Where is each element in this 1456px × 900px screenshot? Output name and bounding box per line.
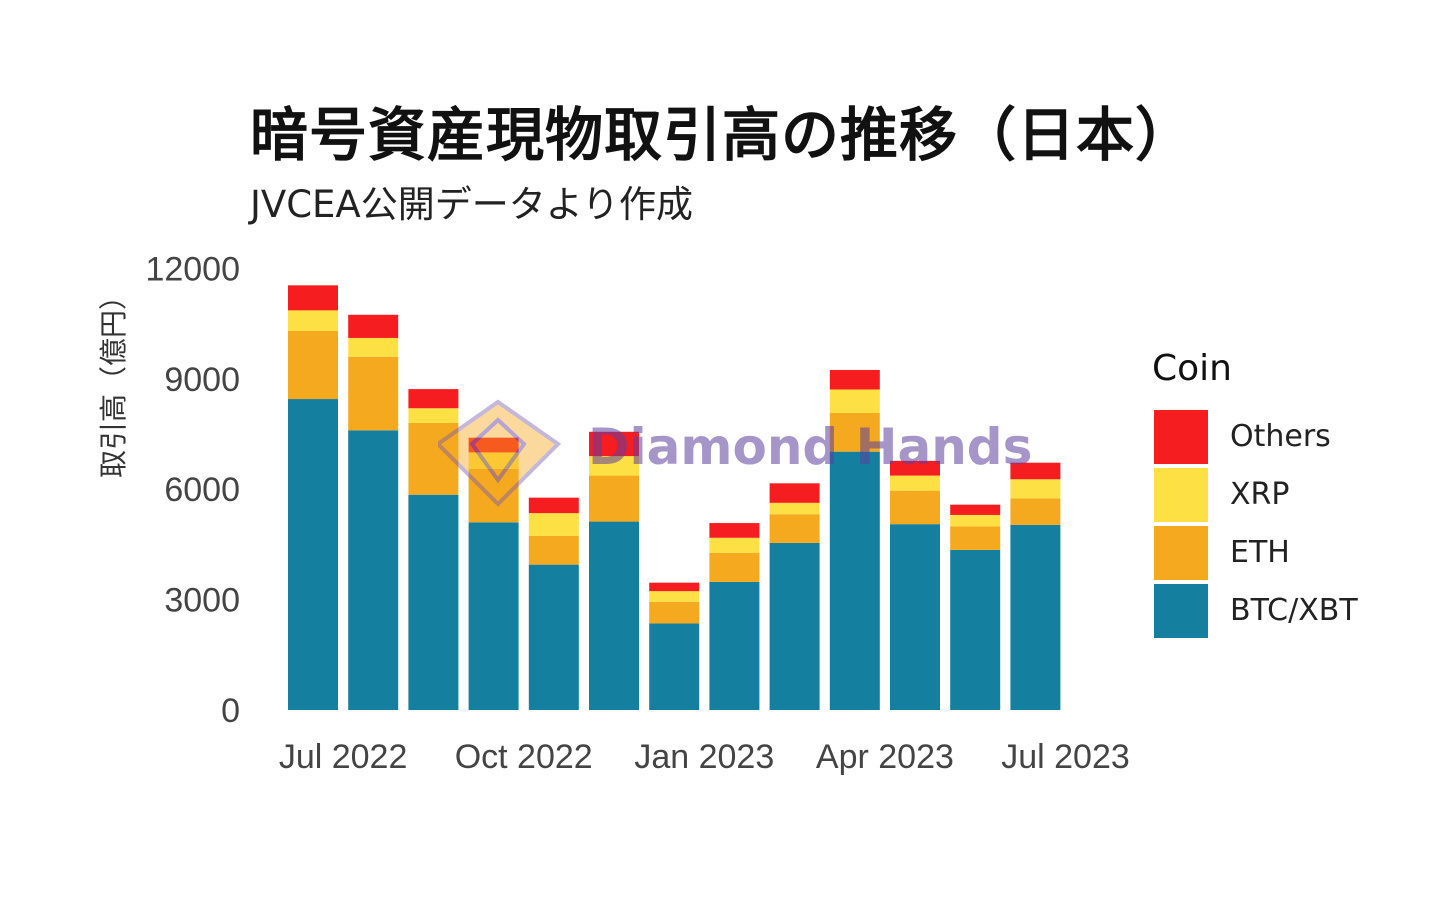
bar-others-2022-06 xyxy=(288,285,338,311)
bar-xrp-2023-06 xyxy=(1010,479,1061,499)
bar-eth-2023-01 xyxy=(709,552,760,582)
legend-swatch xyxy=(1154,410,1208,464)
bar-others-2023-01 xyxy=(709,523,760,538)
bar-xrp-2022-10 xyxy=(528,513,579,536)
diamond-logo-icon xyxy=(434,399,562,507)
bar-others-2023-02 xyxy=(769,483,820,503)
y-tick-label: 3000 xyxy=(164,582,240,620)
legend-item: ETH xyxy=(1154,526,1414,580)
legend-title: Coin xyxy=(1152,348,1232,389)
bar-layer xyxy=(288,285,1061,710)
bar-btc-xbt-2023-03 xyxy=(829,451,880,710)
y-axis-ticks: 0 3000 6000 9000 12000 xyxy=(145,250,240,730)
y-tick-label: 0 xyxy=(221,692,240,730)
bar-others-2022-09 xyxy=(468,437,519,453)
bar-eth-2023-05 xyxy=(950,526,1001,550)
bar-btc-xbt-2022-10 xyxy=(528,564,579,710)
bar-xrp-2022-11 xyxy=(589,456,639,476)
legend-item: BTC/XBT xyxy=(1154,584,1414,638)
bar-eth-2022-12 xyxy=(649,601,700,624)
bar-btc-xbt-2022-09 xyxy=(468,522,519,710)
legend-label: BTC/XBT xyxy=(1230,593,1358,628)
bar-others-2023-06 xyxy=(1010,462,1061,480)
legend-swatch xyxy=(1154,468,1208,522)
diamond-hands-watermark: Diamond Hands xyxy=(434,398,1038,508)
bar-eth-2023-04 xyxy=(890,490,940,525)
x-tick-label: Apr 2023 xyxy=(816,738,954,776)
bar-xrp-2022-06 xyxy=(288,310,338,331)
bar-others-2022-08 xyxy=(408,389,459,409)
x-tick-label: Oct 2022 xyxy=(455,738,593,776)
bar-eth-2023-02 xyxy=(769,514,820,543)
x-tick-label: Jul 2022 xyxy=(279,738,408,776)
legend-item: Others xyxy=(1154,410,1414,464)
y-axis-label: 取引高（億円） xyxy=(97,281,130,479)
bar-others-2023-05 xyxy=(950,504,1001,515)
bar-xrp-2023-01 xyxy=(709,537,760,553)
bar-xrp-2023-03 xyxy=(829,389,880,414)
bar-btc-xbt-2022-07 xyxy=(348,430,399,710)
legend-label: XRP xyxy=(1230,477,1290,512)
x-tick-label: Jul 2023 xyxy=(1001,738,1130,776)
bar-btc-xbt-2022-06 xyxy=(288,399,338,710)
bar-xrp-2022-07 xyxy=(348,337,399,357)
legend-label: Others xyxy=(1230,419,1331,454)
y-tick-label: 9000 xyxy=(164,361,240,399)
bar-btc-xbt-2022-12 xyxy=(649,623,700,710)
watermark-text: Diamond Hands xyxy=(588,418,1033,476)
y-tick-label: 6000 xyxy=(164,471,240,509)
bar-others-2022-10 xyxy=(528,497,579,514)
bar-others-2022-12 xyxy=(649,582,700,592)
legend-item: XRP xyxy=(1154,468,1414,522)
bar-eth-2022-11 xyxy=(589,475,639,522)
bar-eth-2022-10 xyxy=(528,535,579,565)
bar-xrp-2023-04 xyxy=(890,475,940,491)
x-axis-ticks: Jul 2022 Oct 2022 Jan 2023 Apr 2023 Jul 2023 xyxy=(279,738,1130,776)
bar-eth-2022-07 xyxy=(348,356,399,431)
legend-label: ETH xyxy=(1230,535,1290,570)
bar-eth-2022-06 xyxy=(288,330,338,400)
bar-eth-2022-08 xyxy=(408,422,459,495)
bar-xrp-2023-02 xyxy=(769,502,820,515)
bar-xrp-2022-12 xyxy=(649,591,700,602)
bar-xrp-2023-05 xyxy=(950,514,1001,527)
y-tick-label: 12000 xyxy=(145,250,240,288)
bar-xrp-2022-08 xyxy=(408,408,459,423)
bar-others-2023-03 xyxy=(829,369,880,390)
bar-eth-2023-06 xyxy=(1010,498,1061,525)
bar-others-2023-04 xyxy=(890,460,940,476)
bar-eth-2023-03 xyxy=(829,413,880,452)
bar-others-2022-11 xyxy=(589,431,639,457)
chart-title: 暗号資産現物取引高の推移（日本） xyxy=(250,101,1195,169)
chart-subtitle: JVCEA公開データより作成 xyxy=(250,183,694,226)
legend-swatch xyxy=(1154,584,1208,638)
legend-swatch xyxy=(1154,526,1208,580)
bar-btc-xbt-2023-02 xyxy=(769,542,820,710)
x-tick-label: Jan 2023 xyxy=(634,738,774,776)
bar-btc-xbt-2022-11 xyxy=(589,521,639,710)
bar-btc-xbt-2023-01 xyxy=(709,581,760,710)
bar-others-2022-07 xyxy=(348,314,399,338)
bar-btc-xbt-2023-06 xyxy=(1010,524,1061,710)
bar-eth-2022-09 xyxy=(468,468,519,523)
bar-btc-xbt-2023-05 xyxy=(950,549,1001,710)
bar-btc-xbt-2023-04 xyxy=(890,524,940,710)
bar-btc-xbt-2022-08 xyxy=(408,494,459,710)
